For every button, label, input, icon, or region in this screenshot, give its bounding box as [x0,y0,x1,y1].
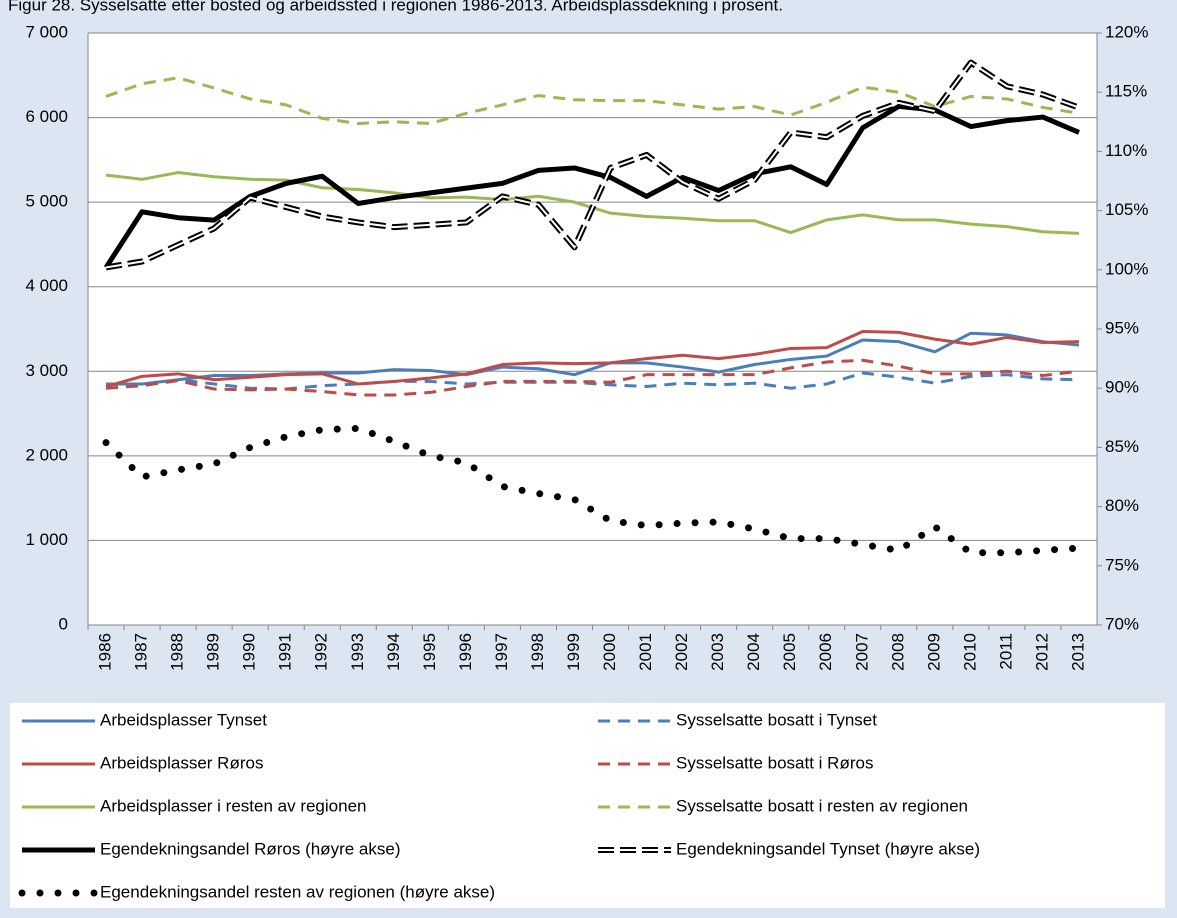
y2-tick-label: 95% [1105,318,1139,337]
x-tick-label: 1995 [420,633,439,671]
y2-tick-label: 80% [1105,496,1139,515]
y-tick-label: 0 [59,614,68,633]
x-tick-label: 1991 [276,633,295,671]
x-tick-label: 2008 [888,633,907,671]
x-tick-label: 2010 [960,633,979,671]
legend-label: Arbeidsplasser i resten av regionen [100,796,366,815]
legend-label: Egendekningsandel resten av regionen (hø… [100,882,495,901]
x-tick-label: 2006 [816,633,835,671]
x-tick-label: 2007 [852,633,871,671]
plot-area [88,33,1097,625]
x-tick-label: 2005 [780,633,799,671]
x-tick-label: 2013 [1068,633,1087,671]
y2-tick-label: 75% [1105,555,1139,574]
x-tick-label: 2000 [600,633,619,671]
x-tick-label: 1990 [240,633,259,671]
y-tick-label: 5 000 [25,192,68,211]
x-tick-label: 1987 [132,633,151,671]
legend-label: Sysselsatte bosatt i Tynset [676,710,877,729]
y2-tick-label: 100% [1105,259,1148,278]
legend-label: Egendekningsandel Røros (høyre akse) [100,839,400,858]
x-tick-label: 1999 [564,633,583,671]
y-tick-label: 7 000 [25,22,68,41]
x-tick-label: 1996 [456,633,475,671]
series-line [105,358,1080,397]
x-tick-label: 1997 [492,633,511,671]
y2-tick-label: 90% [1105,378,1139,397]
x-tick-label: 2012 [1032,633,1051,671]
x-tick-label: 2011 [996,633,1015,670]
y-tick-label: 6 000 [25,107,68,126]
x-tick-label: 1992 [312,633,331,671]
legend-label: Egendekningsandel Tynset (høyre akse) [676,839,980,858]
y2-tick-label: 70% [1105,614,1139,633]
x-tick-label: 1993 [348,633,367,671]
series-line-core [105,61,1080,269]
y2-tick-label: 115% [1105,82,1147,101]
y2-tick-label: 85% [1105,437,1139,456]
series-line [103,103,1080,269]
series-line [105,330,1080,388]
y2-tick-label: 120% [1105,22,1148,41]
y2-tick-label: 110% [1105,141,1147,160]
y-tick-label: 2 000 [25,445,68,464]
legend-label: Arbeidsplasser Røros [100,753,263,772]
legend-label: Sysselsatte bosatt i resten av regionen [676,796,968,815]
x-tick-label: 1986 [96,633,115,671]
y-tick-label: 4 000 [25,276,68,295]
x-tick-label: 2002 [672,633,691,671]
x-tick-label: 1988 [168,633,187,671]
series-line [102,424,1083,557]
y-tick-label: 3 000 [25,361,68,380]
series-line [105,76,1080,125]
x-tick-label: 2001 [636,633,655,671]
x-tick-label: 2004 [744,633,763,671]
y2-tick-label: 105% [1105,200,1148,219]
legend-label: Sysselsatte bosatt i Røros [676,753,873,772]
x-tick-label: 2009 [924,633,943,671]
x-tick-label: 2003 [708,633,727,671]
y-tick-label: 1 000 [25,530,68,549]
x-tick-label: 1989 [204,633,223,671]
x-tick-label: 1998 [528,633,547,671]
x-tick-label: 1994 [384,633,403,671]
chart-title: Figur 28. Sysselsatte etter bosted og ar… [8,0,783,14]
legend-box [10,703,1165,908]
legend-label: Arbeidsplasser Tynset [100,710,267,729]
